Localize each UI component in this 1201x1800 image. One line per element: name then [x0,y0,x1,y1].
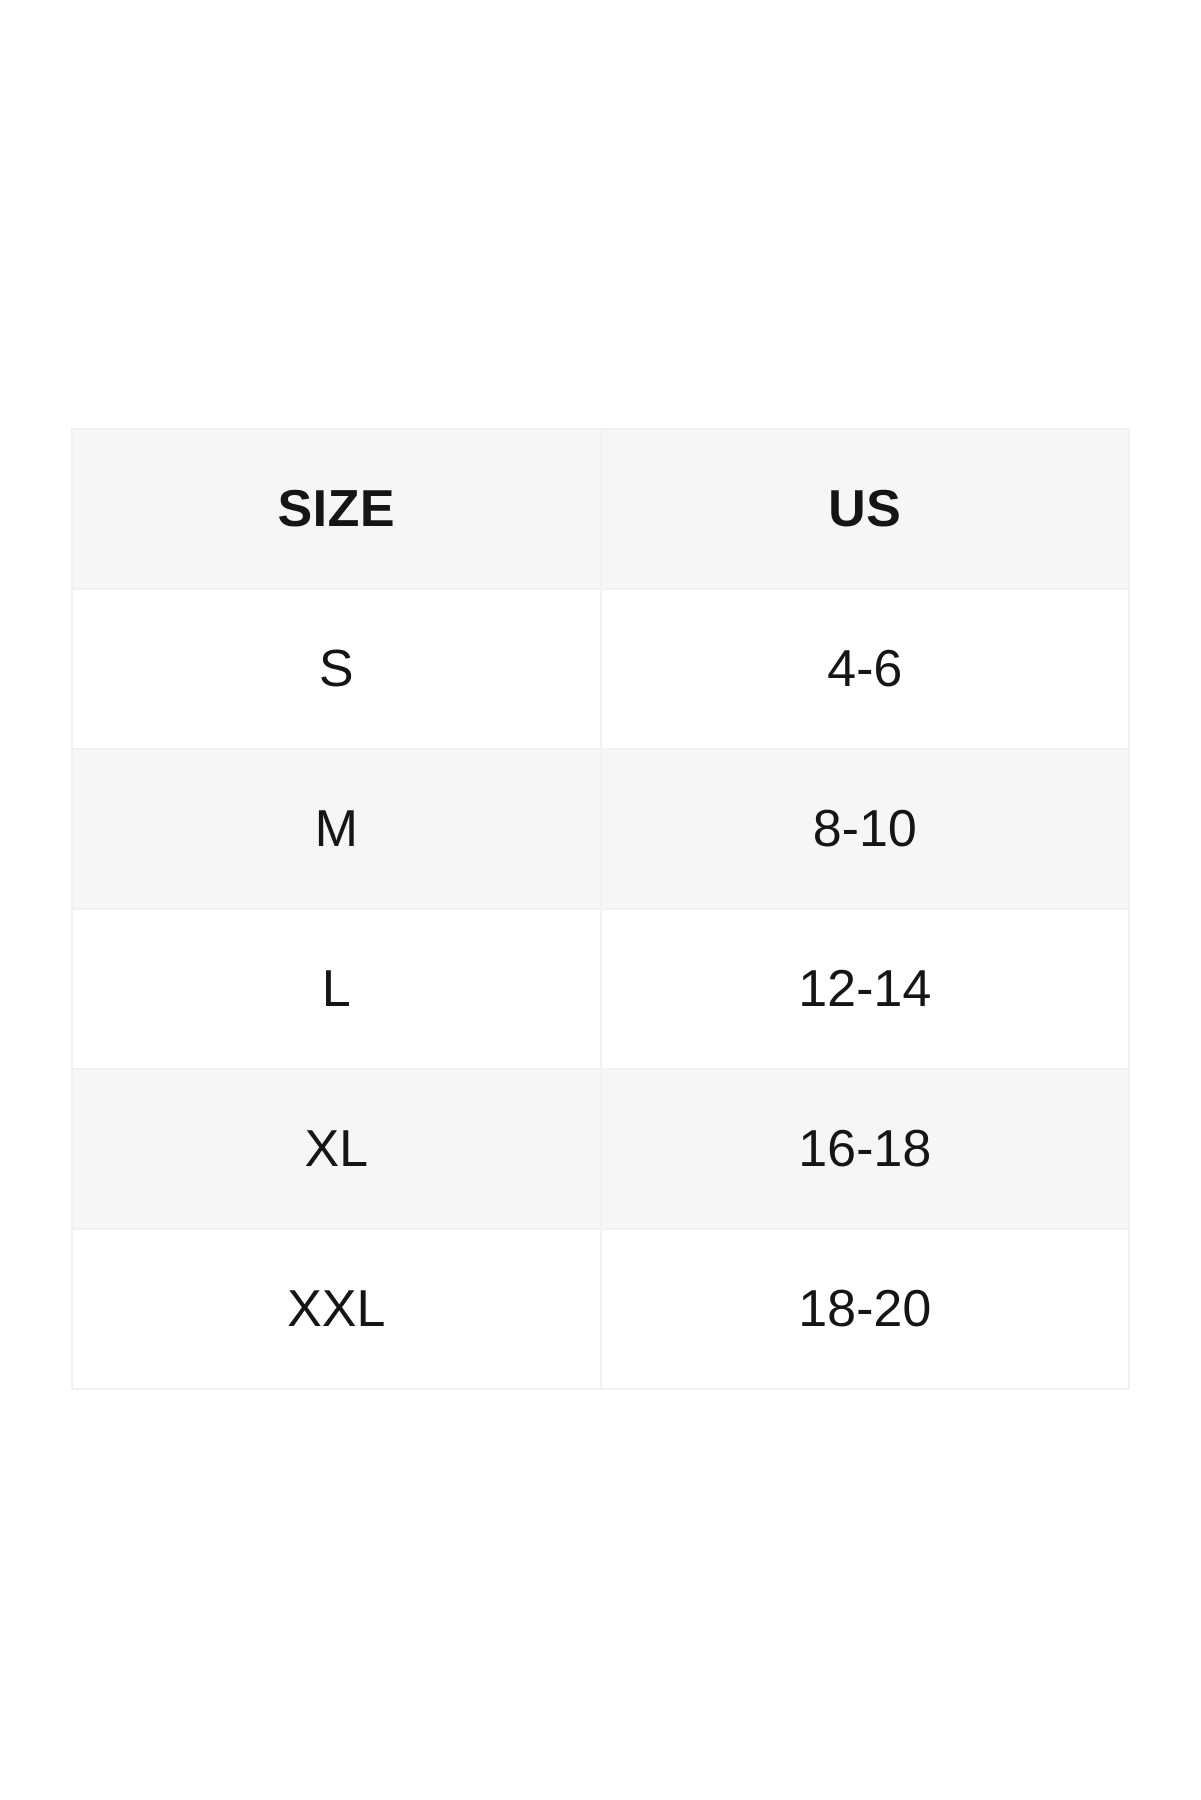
table-row: XXL 18-20 [71,1228,1130,1390]
size-cell: XXL [71,1228,602,1390]
size-cell: S [71,588,602,750]
table-row: M 8-10 [71,748,1130,910]
size-cell: XL [71,1068,602,1230]
us-cell: 8-10 [599,748,1130,910]
table-row: XL 16-18 [71,1068,1130,1230]
size-chart-header: SIZE US [71,428,1130,590]
us-cell: 16-18 [599,1068,1130,1230]
size-chart-body: S 4-6 M 8-10 L 12-14 XL 16-18 XXL 18-20 [71,588,1130,1390]
us-cell: 18-20 [599,1228,1130,1390]
size-chart-table: SIZE US S 4-6 M 8-10 L 12-14 XL 16-18 XX [71,428,1130,1390]
us-cell: 12-14 [599,908,1130,1070]
header-row: SIZE US [71,428,1130,590]
size-cell: L [71,908,602,1070]
size-cell: M [71,748,602,910]
table-row: L 12-14 [71,908,1130,1070]
column-header-us: US [599,428,1130,590]
us-cell: 4-6 [599,588,1130,750]
column-header-size: SIZE [71,428,602,590]
table-row: S 4-6 [71,588,1130,750]
